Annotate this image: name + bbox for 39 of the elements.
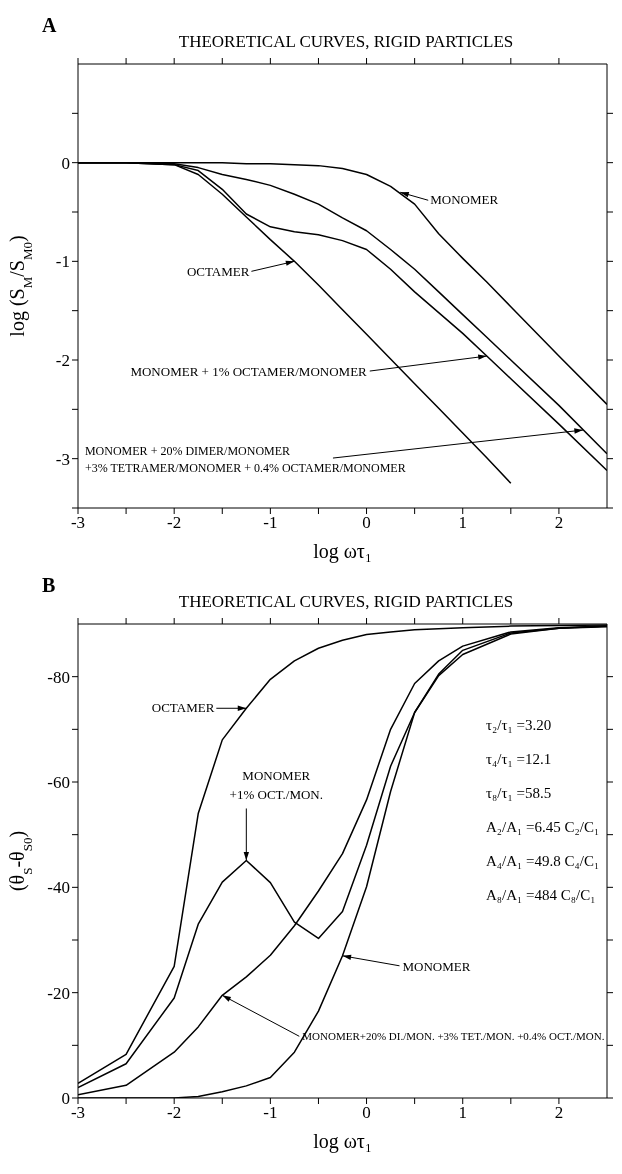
annotation: MONOMER [402, 958, 471, 974]
y-tick-label: 0 [61, 153, 70, 173]
x-tick-label: 2 [554, 513, 564, 533]
annotation: A₂/A₁ =6.45 C₂/C₁ [486, 818, 600, 837]
x-axis-title: log ωτ₁ [313, 540, 372, 563]
x-tick-label: -2 [167, 1103, 182, 1123]
x-tick-label: 2 [554, 1103, 564, 1123]
x-tick-label: 0 [362, 1103, 371, 1123]
x-tick-label: 0 [362, 513, 371, 533]
annotation: τ₄/τ₁ =12.1 [486, 750, 553, 769]
x-tick-label: -1 [263, 513, 278, 533]
x-axis-title: log ωτ₁ [313, 1130, 372, 1153]
annotation: MONOMER + 1% OCTAMER/MONOMER [130, 364, 368, 380]
x-tick-label: 1 [458, 1103, 467, 1123]
annotation: MONOMER [430, 192, 499, 208]
annotation: τ₈/τ₁ =58.5 [486, 784, 553, 803]
x-tick-label: -1 [263, 1103, 278, 1123]
y-tick-label: -20 [47, 983, 70, 1003]
annotation: OCTAMER [151, 700, 215, 716]
x-tick-label: 1 [458, 513, 467, 533]
annotation: MONOMER + 20% DIMER/MONOMER +3% TETRAMER/MONOMER + 0.4% OCTAMER/MONOMER [84, 444, 406, 475]
y-tick-label: -80 [47, 667, 70, 687]
annotation: τ₂/τ₁ =3.20 [486, 716, 553, 735]
annotation: A₈/A₁ =484 C₈/C₁ [486, 886, 597, 905]
chart-title: THEORETICAL CURVES, RIGID PARTICLES [177, 592, 515, 612]
text: A [42, 14, 57, 37]
y-tick-label: -3 [55, 449, 70, 469]
annotation: MONOMER+20% DI./MON. +3% TET./MON. +0.4% OCT./MON. [302, 1030, 605, 1043]
annotation: MONOMER +1% OCT./MON. [229, 768, 324, 802]
annotation: A₄/A₁ =49.8 C₄/C₁ [486, 852, 600, 871]
chart-title: THEORETICAL CURVES, RIGID PARTICLES [177, 32, 515, 52]
text: B [42, 574, 56, 597]
x-tick-label: -2 [167, 513, 182, 533]
y-tick-label: -1 [55, 252, 70, 272]
y-tick-label: 0 [61, 1089, 70, 1109]
annotation: OCTAMER [186, 264, 250, 280]
y-tick-label: -60 [47, 773, 70, 793]
y-tick-label: -2 [55, 351, 70, 371]
y-tick-label: -40 [47, 878, 70, 898]
